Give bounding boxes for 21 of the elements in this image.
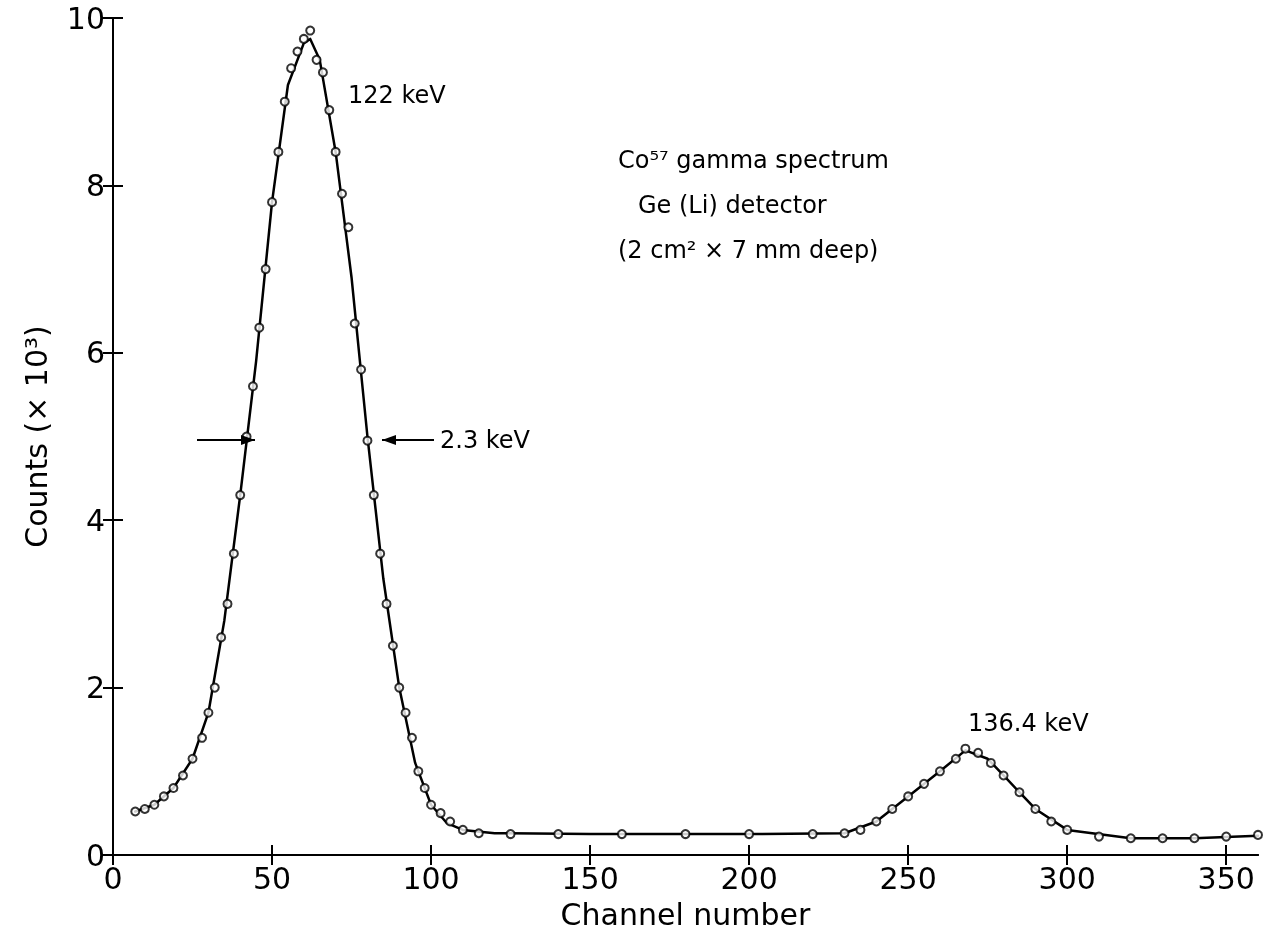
x-tick-label: 50: [252, 860, 292, 896]
annotation: 2.3 keV: [440, 426, 531, 454]
x-axis-title: Channel number: [560, 896, 812, 932]
annotation: Ge (Li) detector: [638, 191, 827, 219]
y-tick-label: 8: [85, 167, 105, 203]
annotation: (2 cm² × 7 mm deep): [618, 236, 879, 264]
x-tick-label: 150: [561, 860, 619, 896]
y-tick-label: 4: [85, 502, 105, 538]
x-tick-label: 300: [1038, 860, 1096, 896]
y-tick-label: 0: [85, 837, 105, 873]
x-tick-label: 250: [879, 860, 937, 896]
annotation: 136.4 keV: [968, 709, 1090, 737]
y-axis-title: Counts (× 10³): [18, 325, 54, 548]
annotation: Co⁵⁷ gamma spectrum: [618, 146, 889, 174]
x-tick-label: 350: [1197, 860, 1255, 896]
annotation: 122 keV: [348, 81, 447, 109]
x-tick-label: 100: [402, 860, 460, 896]
y-tick-label: 2: [85, 670, 105, 706]
y-tick-label: 10: [66, 0, 105, 36]
x-tick-label: 200: [720, 860, 778, 896]
y-tick-label: 6: [85, 335, 105, 371]
